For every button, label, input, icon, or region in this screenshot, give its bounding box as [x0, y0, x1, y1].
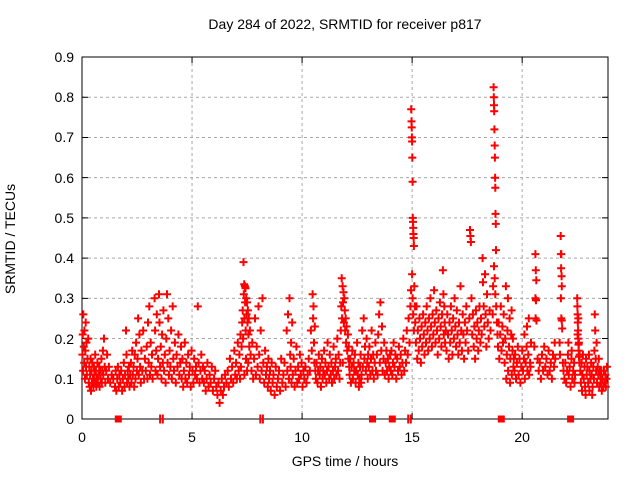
y-tick-label: 0.6 — [54, 169, 74, 186]
y-tick-label: 0.2 — [54, 330, 74, 347]
y-tick-label: 0.3 — [54, 290, 74, 307]
y-tick-label: 0.8 — [54, 89, 74, 106]
x-tick-label: 5 — [188, 429, 196, 445]
y-tick-label: 0.5 — [54, 209, 74, 226]
y-tick-label: 0.9 — [54, 49, 74, 65]
plot-border — [81, 56, 609, 420]
x-tick-label: 15 — [404, 429, 420, 445]
y-tick-label: 0.1 — [54, 370, 74, 387]
chart-title: Day 284 of 2022, SRMTID for receiver p81… — [208, 16, 482, 32]
zero-tick-markers — [159, 414, 412, 424]
x-tick-label: 0 — [78, 429, 86, 445]
y-axis-label: SRMTID / TECUs — [2, 183, 18, 295]
x-tick-label: 10 — [294, 429, 310, 445]
zero-square-markers — [114, 415, 575, 423]
y-tick-label: 0.7 — [54, 129, 74, 146]
scatter-points — [78, 83, 611, 407]
y-tick-label: 0.4 — [54, 250, 74, 267]
x-axis-label: GPS time / hours — [291, 453, 399, 469]
x-tick-label: 20 — [514, 429, 530, 445]
y-tick-label: 0 — [66, 411, 74, 427]
